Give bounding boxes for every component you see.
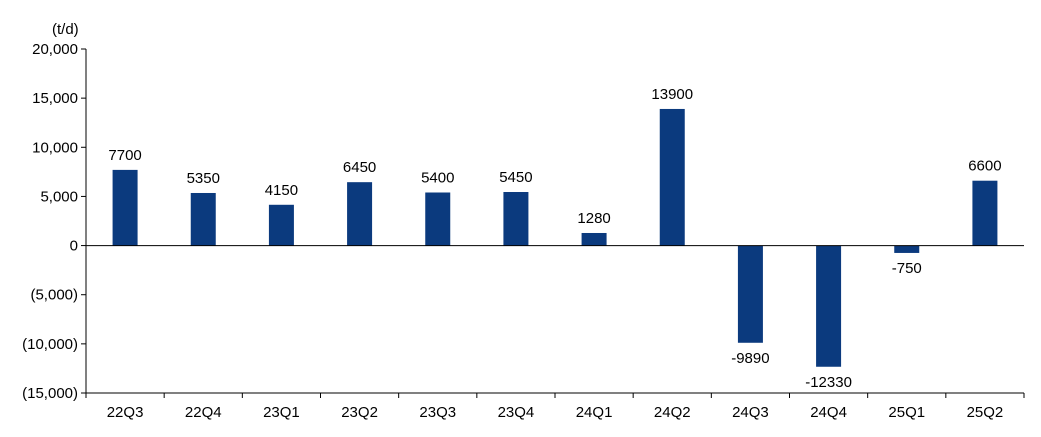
y-tick-label: 20,000 xyxy=(32,41,78,58)
data-label-25Q2: 6600 xyxy=(968,158,1001,175)
data-label-25Q1: -750 xyxy=(892,260,922,277)
bars-group: 7700 5350 4150 6450 5400 5450 1280 13900 -9890 -1… xyxy=(108,86,1001,391)
x-tick-label: 25Q2 xyxy=(967,404,1004,421)
bar-24Q4 xyxy=(816,245,842,367)
y-axis: 20,000 15,000 10,000 5,000 0 (5,000) (10,000) (… xyxy=(22,41,87,402)
data-label-23Q1: 4150 xyxy=(265,182,298,199)
bar-24Q3 xyxy=(737,245,763,343)
y-tick-label: 5,000 xyxy=(40,188,78,205)
bar-23Q3 xyxy=(425,192,451,246)
data-label-23Q4: 5450 xyxy=(499,169,532,186)
bar-23Q2 xyxy=(347,182,373,246)
x-tick-label: 24Q1 xyxy=(576,404,613,421)
x-axis: 22Q3 22Q4 23Q1 23Q2 23Q3 23Q4 24Q1 24Q2 24Q3 24Q4… xyxy=(85,245,1025,421)
bar-23Q4 xyxy=(503,192,529,246)
x-tick-label: 24Q3 xyxy=(732,404,769,421)
bar-22Q4 xyxy=(190,192,216,246)
data-label-24Q4: -12330 xyxy=(805,374,852,391)
x-tick-label: 22Q4 xyxy=(185,404,222,421)
x-tick-label: 23Q4 xyxy=(498,404,535,421)
data-label-24Q3: -9890 xyxy=(731,350,769,367)
x-tick-label: 23Q3 xyxy=(419,404,456,421)
bar-24Q1 xyxy=(581,232,607,246)
y-tick-label: (5,000) xyxy=(30,287,78,304)
data-label-24Q2: 13900 xyxy=(651,86,693,103)
x-tick-label: 22Q3 xyxy=(107,404,144,421)
data-label-22Q3: 7700 xyxy=(108,147,141,164)
bar-22Q3 xyxy=(112,169,138,246)
x-tick-label: 24Q4 xyxy=(810,404,847,421)
bar-25Q1 xyxy=(894,245,920,253)
data-label-24Q1: 1280 xyxy=(577,210,610,227)
data-label-23Q2: 6450 xyxy=(343,159,376,176)
x-tick-label: 23Q2 xyxy=(341,404,378,421)
y-tick-label: 15,000 xyxy=(32,90,78,107)
y-tick-label: 10,000 xyxy=(32,139,78,156)
x-tick-label: 24Q2 xyxy=(654,404,691,421)
bar-23Q1 xyxy=(268,204,294,246)
bar-25Q2 xyxy=(972,180,998,246)
x-tick-label: 25Q1 xyxy=(888,404,925,421)
y-axis-unit-label: (t/d) xyxy=(52,21,79,38)
y-tick-label: 0 xyxy=(70,238,78,255)
data-label-22Q4: 5350 xyxy=(187,170,220,187)
y-tick-label: (15,000) xyxy=(22,385,78,402)
x-tick-label: 23Q1 xyxy=(263,404,300,421)
data-label-23Q3: 5400 xyxy=(421,169,454,186)
bar-24Q2 xyxy=(659,108,685,246)
y-tick-label: (10,000) xyxy=(22,336,78,353)
